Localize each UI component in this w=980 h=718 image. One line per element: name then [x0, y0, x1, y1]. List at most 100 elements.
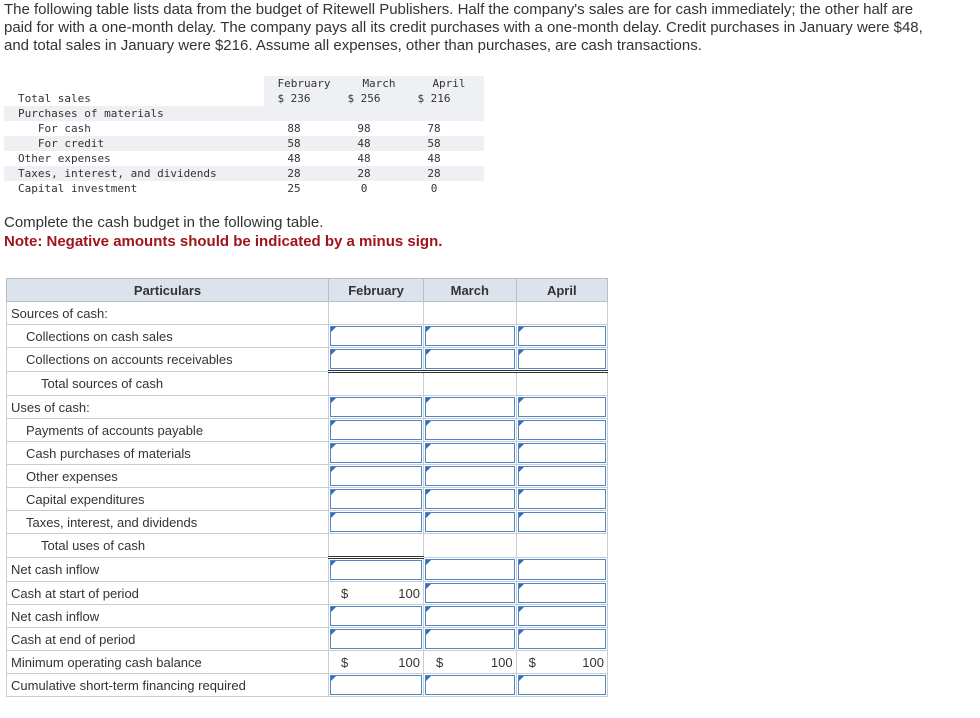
data-row-value: 78 — [427, 122, 441, 135]
budget-cell-april — [515, 441, 609, 465]
header-april: April — [515, 278, 609, 302]
answer-input[interactable] — [517, 489, 606, 509]
answer-input[interactable] — [517, 559, 606, 580]
budget-cell-february: $100 — [328, 581, 424, 605]
answer-input[interactable] — [330, 629, 422, 649]
answer-input[interactable] — [517, 349, 606, 369]
budget-cell-march — [422, 510, 517, 534]
budget-cell-february — [328, 510, 424, 534]
budget-cell-april — [515, 673, 609, 697]
budget-row-label: Collections on cash sales — [5, 324, 330, 348]
budget-cell-march — [422, 627, 517, 651]
budget-row: Cash at start of period $100 — [5, 581, 609, 605]
answer-input[interactable] — [424, 512, 515, 532]
budget-cell-march — [422, 441, 517, 465]
answer-input[interactable] — [424, 466, 515, 486]
answer-input[interactable] — [424, 326, 515, 346]
budget-row: Taxes, interest, and dividends — [5, 510, 609, 534]
data-table-row: For cash 88 98 78 — [4, 121, 484, 136]
answer-input[interactable] — [330, 420, 422, 440]
data-row-label: For credit — [18, 137, 105, 150]
budget-cell-february — [328, 301, 424, 325]
data-row-value: 98 — [357, 122, 371, 135]
answer-input[interactable] — [517, 443, 606, 463]
answer-input[interactable] — [330, 675, 422, 695]
answer-input[interactable] — [517, 606, 606, 626]
answer-input[interactable] — [517, 583, 606, 603]
budget-cell-april — [515, 418, 609, 442]
budget-cell-february — [328, 324, 424, 348]
budget-cell-april — [515, 370, 609, 396]
data-table-row: For credit 58 48 58 — [4, 136, 484, 151]
budget-cell-february — [328, 533, 424, 558]
data-row-value: 0 — [430, 182, 438, 195]
budget-cell-march — [422, 395, 517, 419]
budget-cell-february — [328, 627, 424, 651]
budget-row: Other expenses — [5, 464, 609, 488]
budget-cell-march — [422, 347, 517, 372]
budget-cell-march — [422, 324, 517, 348]
answer-input[interactable] — [517, 629, 606, 649]
budget-cell-april — [515, 510, 609, 534]
budget-cell-march — [422, 533, 517, 558]
data-row-value: 0 — [360, 182, 368, 195]
answer-input[interactable] — [424, 443, 515, 463]
budget-row: Minimum operating cash balance $100 $100 $1… — [5, 650, 609, 674]
answer-input[interactable] — [330, 326, 422, 346]
answer-input[interactable] — [424, 606, 515, 626]
answer-input[interactable] — [330, 489, 422, 509]
answer-input[interactable] — [424, 349, 515, 369]
answer-input[interactable] — [330, 512, 422, 532]
budget-row: Payments of accounts payable — [5, 418, 609, 442]
budget-row: Total uses of cash — [5, 533, 609, 558]
budget-row-label: Net cash inflow — [5, 604, 330, 628]
answer-input[interactable] — [330, 560, 422, 580]
answer-input[interactable] — [517, 420, 606, 440]
header-month-april: April — [432, 77, 466, 90]
answer-input[interactable] — [517, 397, 606, 417]
answer-input[interactable] — [424, 397, 515, 417]
answer-input[interactable] — [330, 443, 422, 463]
budget-row-label: Cumulative short-term financing required — [5, 673, 330, 697]
data-table-row: Total sales $ 236 $ 256 $ 216 — [4, 91, 484, 106]
budget-row-label: Other expenses — [5, 464, 330, 488]
budget-cell-april — [515, 581, 609, 605]
answer-input[interactable] — [517, 675, 606, 695]
data-row-value: 25 — [287, 182, 301, 195]
data-row-value: 48 — [357, 137, 371, 150]
answer-input[interactable] — [330, 606, 422, 626]
answer-input[interactable] — [424, 489, 515, 509]
data-row-value: 48 — [427, 152, 441, 165]
answer-input[interactable] — [424, 559, 515, 580]
given-value: 100 — [582, 655, 604, 670]
data-row-value: 28 — [427, 167, 441, 180]
currency-symbol: $ — [528, 655, 536, 670]
cash-budget-table: Particulars February March April Sources… — [5, 278, 609, 697]
problem-text: The following table lists data from the … — [4, 1, 923, 54]
answer-input[interactable] — [424, 420, 515, 440]
answer-input[interactable] — [517, 466, 606, 486]
budget-cell-april — [515, 557, 609, 582]
given-value: 100 — [398, 655, 420, 670]
given-value: 100 — [490, 655, 513, 670]
budget-cell-april — [515, 533, 609, 558]
answer-input[interactable] — [424, 583, 515, 603]
answer-input[interactable] — [424, 629, 515, 649]
data-row-label: Purchases of materials — [18, 107, 164, 120]
budget-cell-march — [422, 301, 517, 325]
answer-input[interactable] — [517, 326, 606, 346]
budget-cell-april — [515, 301, 609, 325]
budget-row: Net cash inflow — [5, 556, 609, 582]
answer-input[interactable] — [330, 466, 422, 486]
budget-row-label: Total uses of cash — [5, 533, 330, 558]
data-row-label: For cash — [18, 122, 91, 135]
data-table-row: Other expenses 48 48 48 — [4, 151, 484, 166]
answer-input[interactable] — [424, 675, 515, 695]
budget-cell-february — [328, 487, 424, 511]
data-row-value: $ 256 — [347, 92, 381, 105]
answer-input[interactable] — [330, 349, 422, 369]
answer-input[interactable] — [517, 512, 606, 532]
answer-input[interactable] — [330, 397, 422, 417]
budget-row-label: Capital expenditures — [5, 487, 330, 511]
budget-cell-march — [422, 418, 517, 442]
